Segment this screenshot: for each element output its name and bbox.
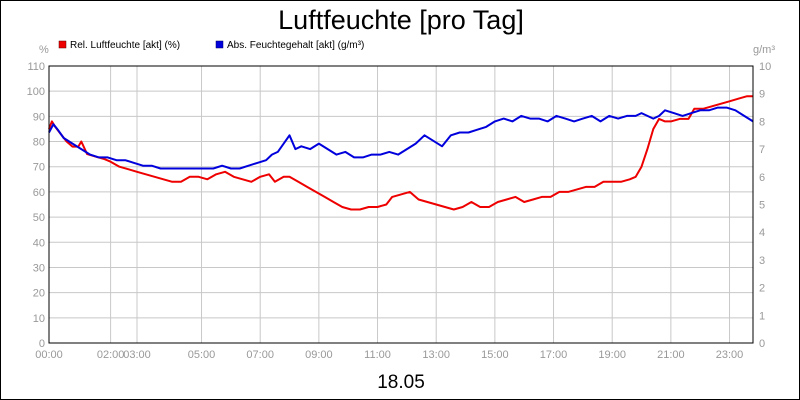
chart-date: 18.05 bbox=[377, 372, 425, 393]
y-left-tick-11: 110 bbox=[27, 61, 45, 73]
legend-swatch-abs bbox=[215, 40, 224, 49]
y-left-tick-2: 20 bbox=[33, 288, 45, 300]
x-tick-7: 13:00 bbox=[422, 349, 450, 361]
x-tick-3: 05:00 bbox=[188, 349, 216, 361]
y-left-tick-1: 10 bbox=[33, 313, 45, 325]
x-tick-4: 07:00 bbox=[246, 349, 274, 361]
y-left-ticks: 0 10 20 30 40 50 60 70 80 90 100 110 bbox=[27, 61, 45, 350]
y-right-tick-9: 9 bbox=[759, 89, 765, 101]
series-line-rel-humidity bbox=[48, 95, 753, 211]
grid bbox=[48, 65, 753, 344]
y-right-ticks: 0 1 2 3 4 5 6 7 8 9 10 bbox=[759, 61, 771, 350]
y-left-tick-8: 80 bbox=[33, 137, 45, 149]
legend-swatch-rel bbox=[58, 40, 67, 49]
x-tick-2: 03:00 bbox=[123, 349, 151, 361]
y-right-tick-5: 5 bbox=[759, 200, 765, 212]
legend: Rel. Luftfeuchte [akt] (%) Abs. Feuchteg… bbox=[58, 40, 364, 51]
x-tick-10: 19:00 bbox=[598, 349, 626, 361]
legend-label-abs: Abs. Feuchtegehalt [akt] (g/m³) bbox=[227, 40, 364, 51]
x-tick-6: 11:00 bbox=[364, 349, 391, 361]
x-tick-12: 23:00 bbox=[716, 349, 744, 361]
y-left-tick-4: 40 bbox=[33, 237, 45, 249]
y-right-tick-0: 0 bbox=[759, 338, 765, 350]
series-line-abs-humidity bbox=[48, 106, 754, 170]
y-right-tick-10: 10 bbox=[759, 61, 771, 73]
y-right-tick-6: 6 bbox=[759, 172, 765, 184]
y-right-tick-2: 2 bbox=[759, 283, 765, 295]
chart-title: Luftfeuchte [pro Tag] bbox=[278, 5, 524, 35]
y-right-unit: g/m³ bbox=[753, 44, 775, 56]
x-tick-8: 15:00 bbox=[481, 349, 509, 361]
y-right-tick-4: 4 bbox=[759, 227, 765, 239]
y-left-tick-9: 90 bbox=[33, 111, 45, 123]
y-left-tick-6: 60 bbox=[33, 187, 45, 199]
y-left-tick-0: 0 bbox=[39, 338, 45, 350]
y-right-tick-1: 1 bbox=[759, 310, 765, 322]
x-tick-1: 02:00 bbox=[97, 349, 125, 361]
x-tick-9: 17:00 bbox=[540, 349, 568, 361]
y-left-unit: % bbox=[39, 44, 49, 56]
y-right-tick-8: 8 bbox=[759, 116, 765, 128]
y-left-tick-7: 70 bbox=[33, 162, 45, 174]
x-tick-5: 09:00 bbox=[305, 349, 333, 361]
legend-label-rel: Rel. Luftfeuchte [akt] (%) bbox=[70, 40, 180, 51]
y-left-tick-3: 30 bbox=[33, 262, 45, 274]
x-tick-11: 21:00 bbox=[657, 349, 685, 361]
y-right-tick-3: 3 bbox=[759, 255, 765, 267]
x-tick-0: 00:00 bbox=[35, 349, 63, 361]
y-left-tick-5: 50 bbox=[33, 212, 45, 224]
y-right-tick-7: 7 bbox=[759, 144, 765, 156]
y-left-tick-10: 100 bbox=[27, 86, 45, 98]
series-lines bbox=[48, 95, 754, 211]
plot-frame bbox=[48, 65, 754, 344]
